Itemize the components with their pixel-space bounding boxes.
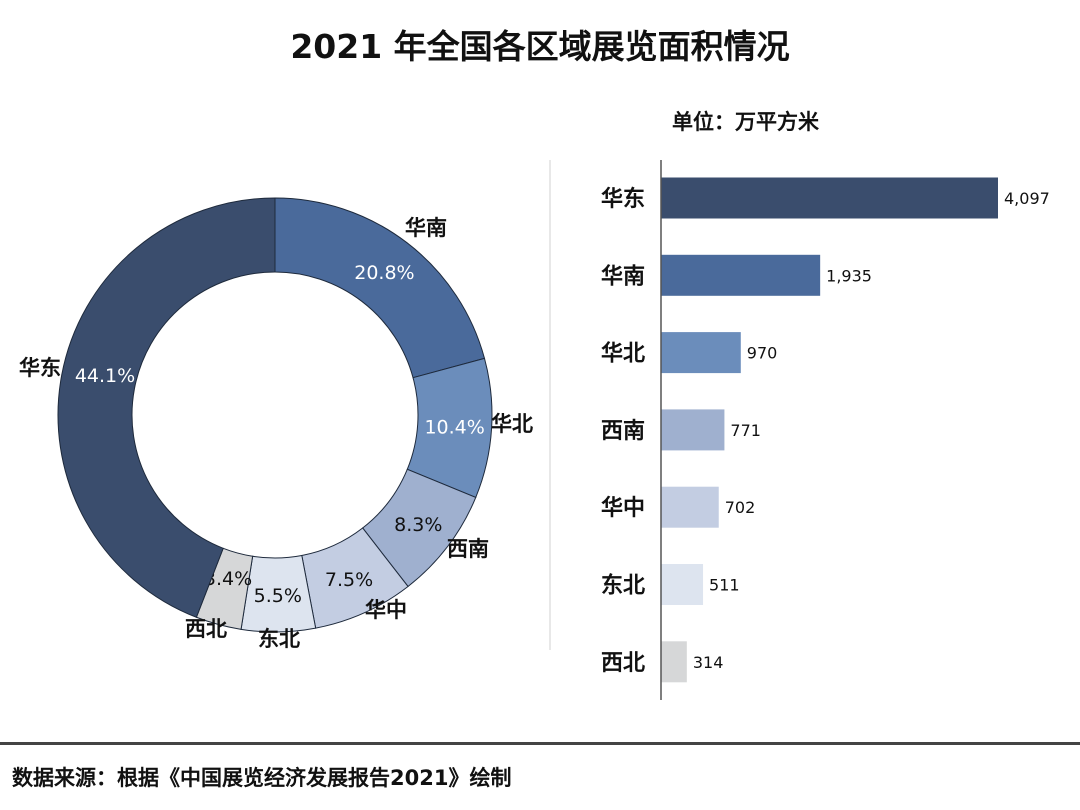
divider — [549, 160, 551, 650]
footer-rule — [0, 742, 1080, 745]
bar-value-label: 4,097 — [1004, 189, 1050, 208]
bar — [661, 332, 741, 374]
slice-percent-label: 5.5% — [254, 585, 302, 607]
slice-percent-label: 7.5% — [325, 569, 373, 591]
slice-percent-label: 8.3% — [394, 514, 442, 536]
bar — [661, 564, 704, 605]
slice-percent-label: 20.8% — [354, 262, 414, 284]
slice-category-label: 华北 — [491, 412, 533, 436]
bar-value-label: 314 — [693, 653, 724, 672]
bar-category-label: 西南 — [601, 419, 645, 444]
slice-category-label: 东北 — [258, 627, 300, 651]
bar — [661, 486, 719, 528]
donut-slice — [57, 197, 276, 618]
slice-percent-label: 44.1% — [75, 365, 135, 387]
bar-value-label: 1,935 — [826, 266, 872, 285]
chart-title: 2021 年全国各区域展览面积情况 — [290, 27, 790, 66]
unit-label: 单位：万平方米 — [672, 110, 819, 134]
bar — [661, 254, 821, 296]
slice-percent-label: 10.4% — [424, 416, 484, 438]
slice-category-label: 华中 — [365, 598, 407, 622]
bar — [661, 641, 687, 683]
bar-value-label: 511 — [709, 576, 740, 595]
slice-category-label: 华南 — [405, 216, 447, 240]
source-note: 数据来源：根据《中国展览经济发展报告2021》绘制 — [12, 766, 512, 790]
slice-category-label: 华东 — [19, 356, 61, 380]
bar — [661, 409, 725, 451]
slice-category-label: 西南 — [447, 537, 489, 561]
bar-category-label: 华南 — [601, 263, 645, 289]
bar-category-label: 华北 — [601, 341, 645, 367]
bar-value-label: 771 — [730, 421, 761, 440]
slice-percent-label: 3.4% — [204, 568, 252, 590]
bar — [661, 177, 998, 219]
bar-category-label: 华中 — [601, 495, 645, 521]
bar-value-label: 970 — [747, 344, 778, 363]
slice-category-label: 西北 — [185, 617, 227, 641]
bar-category-label: 东北 — [601, 573, 645, 599]
bar-value-label: 702 — [725, 498, 756, 517]
donut-slice — [274, 197, 486, 379]
bar-category-label: 华东 — [601, 186, 645, 212]
bar-category-label: 西北 — [601, 651, 645, 676]
